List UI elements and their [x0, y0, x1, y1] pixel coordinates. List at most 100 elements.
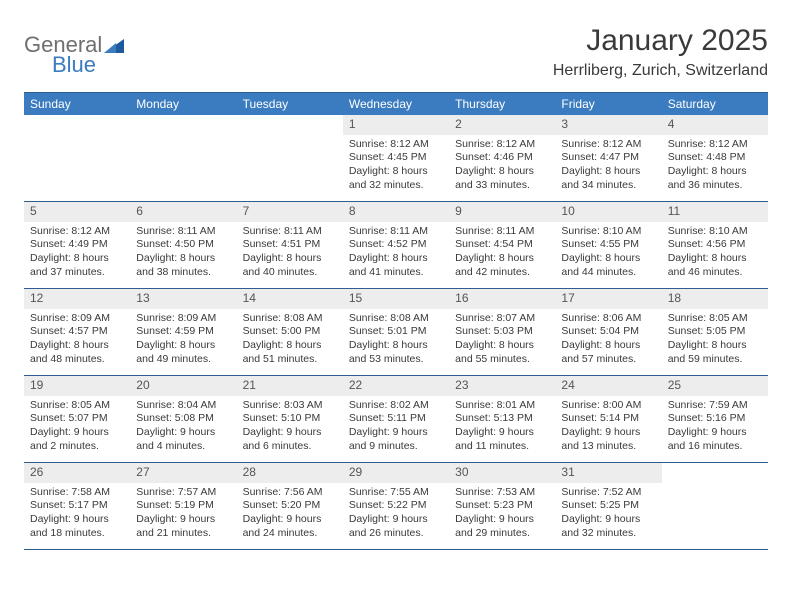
daylight-line: Daylight: 8 hours and 33 minutes.	[455, 165, 549, 192]
sunset-line: Sunset: 4:54 PM	[455, 238, 549, 252]
daylight-line: Daylight: 9 hours and 9 minutes.	[349, 426, 443, 453]
page-title: January 2025	[553, 24, 768, 58]
calendar-day-cell	[24, 115, 130, 201]
brand-mark-icon	[104, 37, 124, 58]
day-details: Sunrise: 8:00 AMSunset: 5:14 PMDaylight:…	[555, 396, 661, 458]
brand-logo: General Blue	[24, 24, 124, 78]
calendar-day-cell	[130, 115, 236, 201]
day-details: Sunrise: 7:57 AMSunset: 5:19 PMDaylight:…	[130, 483, 236, 545]
sunrise-line: Sunrise: 7:56 AM	[243, 486, 337, 500]
calendar-day-cell: 23Sunrise: 8:01 AMSunset: 5:13 PMDayligh…	[449, 376, 555, 462]
header: General Blue January 2025 Herrliberg, Zu…	[24, 24, 768, 80]
sunrise-line: Sunrise: 8:12 AM	[30, 225, 124, 239]
sunrise-line: Sunrise: 8:07 AM	[455, 312, 549, 326]
sunrise-line: Sunrise: 8:12 AM	[561, 138, 655, 152]
day-details: Sunrise: 8:07 AMSunset: 5:03 PMDaylight:…	[449, 309, 555, 371]
daylight-line: Daylight: 8 hours and 36 minutes.	[668, 165, 762, 192]
day-number: 4	[662, 115, 768, 135]
calendar-day-cell: 9Sunrise: 8:11 AMSunset: 4:54 PMDaylight…	[449, 202, 555, 288]
sunset-line: Sunset: 5:10 PM	[243, 412, 337, 426]
sunrise-line: Sunrise: 7:53 AM	[455, 486, 549, 500]
day-number: 21	[237, 376, 343, 396]
weekday-header-row: Sunday Monday Tuesday Wednesday Thursday…	[24, 93, 768, 115]
calendar-day-cell: 29Sunrise: 7:55 AMSunset: 5:22 PMDayligh…	[343, 463, 449, 549]
daylight-line: Daylight: 9 hours and 29 minutes.	[455, 513, 549, 540]
calendar-week-row: 12Sunrise: 8:09 AMSunset: 4:57 PMDayligh…	[24, 289, 768, 376]
day-details: Sunrise: 8:11 AMSunset: 4:50 PMDaylight:…	[130, 222, 236, 284]
sunrise-line: Sunrise: 8:05 AM	[668, 312, 762, 326]
day-number: 13	[130, 289, 236, 309]
calendar-day-cell: 1Sunrise: 8:12 AMSunset: 4:45 PMDaylight…	[343, 115, 449, 201]
day-number: 12	[24, 289, 130, 309]
daylight-line: Daylight: 8 hours and 37 minutes.	[30, 252, 124, 279]
sunset-line: Sunset: 5:01 PM	[349, 325, 443, 339]
sunset-line: Sunset: 4:59 PM	[136, 325, 230, 339]
daylight-line: Daylight: 9 hours and 18 minutes.	[30, 513, 124, 540]
day-details: Sunrise: 7:52 AMSunset: 5:25 PMDaylight:…	[555, 483, 661, 545]
calendar-day-cell: 28Sunrise: 7:56 AMSunset: 5:20 PMDayligh…	[237, 463, 343, 549]
sunset-line: Sunset: 4:47 PM	[561, 151, 655, 165]
daylight-line: Daylight: 8 hours and 42 minutes.	[455, 252, 549, 279]
day-number: 6	[130, 202, 236, 222]
calendar-day-cell: 6Sunrise: 8:11 AMSunset: 4:50 PMDaylight…	[130, 202, 236, 288]
location-text: Herrliberg, Zurich, Switzerland	[553, 62, 768, 80]
daylight-line: Daylight: 8 hours and 59 minutes.	[668, 339, 762, 366]
calendar-day-cell: 22Sunrise: 8:02 AMSunset: 5:11 PMDayligh…	[343, 376, 449, 462]
daylight-line: Daylight: 8 hours and 57 minutes.	[561, 339, 655, 366]
calendar-day-cell: 15Sunrise: 8:08 AMSunset: 5:01 PMDayligh…	[343, 289, 449, 375]
day-details: Sunrise: 7:59 AMSunset: 5:16 PMDaylight:…	[662, 396, 768, 458]
sunrise-line: Sunrise: 8:01 AM	[455, 399, 549, 413]
sunrise-line: Sunrise: 8:08 AM	[243, 312, 337, 326]
day-details: Sunrise: 7:56 AMSunset: 5:20 PMDaylight:…	[237, 483, 343, 545]
calendar-day-cell: 27Sunrise: 7:57 AMSunset: 5:19 PMDayligh…	[130, 463, 236, 549]
day-number: 20	[130, 376, 236, 396]
calendar-day-cell: 16Sunrise: 8:07 AMSunset: 5:03 PMDayligh…	[449, 289, 555, 375]
day-number: 29	[343, 463, 449, 483]
calendar-day-cell: 21Sunrise: 8:03 AMSunset: 5:10 PMDayligh…	[237, 376, 343, 462]
sunset-line: Sunset: 5:13 PM	[455, 412, 549, 426]
day-number: 23	[449, 376, 555, 396]
day-number: 31	[555, 463, 661, 483]
day-number: 9	[449, 202, 555, 222]
day-details: Sunrise: 8:11 AMSunset: 4:51 PMDaylight:…	[237, 222, 343, 284]
sunset-line: Sunset: 5:08 PM	[136, 412, 230, 426]
day-number: 16	[449, 289, 555, 309]
sunset-line: Sunset: 4:50 PM	[136, 238, 230, 252]
sunset-line: Sunset: 5:16 PM	[668, 412, 762, 426]
daylight-line: Daylight: 8 hours and 51 minutes.	[243, 339, 337, 366]
calendar-week-row: 26Sunrise: 7:58 AMSunset: 5:17 PMDayligh…	[24, 463, 768, 550]
sunset-line: Sunset: 4:51 PM	[243, 238, 337, 252]
sunrise-line: Sunrise: 7:57 AM	[136, 486, 230, 500]
daylight-line: Daylight: 9 hours and 6 minutes.	[243, 426, 337, 453]
sunrise-line: Sunrise: 8:00 AM	[561, 399, 655, 413]
day-number: 7	[237, 202, 343, 222]
day-number: 24	[555, 376, 661, 396]
sunset-line: Sunset: 5:05 PM	[668, 325, 762, 339]
weekday-header: Tuesday	[237, 93, 343, 115]
day-number: 17	[555, 289, 661, 309]
title-block: January 2025 Herrliberg, Zurich, Switzer…	[553, 24, 768, 80]
sunset-line: Sunset: 5:17 PM	[30, 499, 124, 513]
daylight-line: Daylight: 9 hours and 16 minutes.	[668, 426, 762, 453]
calendar-day-cell: 7Sunrise: 8:11 AMSunset: 4:51 PMDaylight…	[237, 202, 343, 288]
sunset-line: Sunset: 5:23 PM	[455, 499, 549, 513]
day-number: 30	[449, 463, 555, 483]
daylight-line: Daylight: 9 hours and 11 minutes.	[455, 426, 549, 453]
day-number: 11	[662, 202, 768, 222]
day-number: 10	[555, 202, 661, 222]
day-number: 22	[343, 376, 449, 396]
calendar-day-cell: 12Sunrise: 8:09 AMSunset: 4:57 PMDayligh…	[24, 289, 130, 375]
day-details: Sunrise: 8:11 AMSunset: 4:54 PMDaylight:…	[449, 222, 555, 284]
sunset-line: Sunset: 4:56 PM	[668, 238, 762, 252]
day-details: Sunrise: 8:12 AMSunset: 4:48 PMDaylight:…	[662, 135, 768, 197]
brand-text-2: Blue	[52, 52, 96, 78]
sunset-line: Sunset: 5:22 PM	[349, 499, 443, 513]
day-details: Sunrise: 7:53 AMSunset: 5:23 PMDaylight:…	[449, 483, 555, 545]
daylight-line: Daylight: 9 hours and 24 minutes.	[243, 513, 337, 540]
sunrise-line: Sunrise: 8:02 AM	[349, 399, 443, 413]
daylight-line: Daylight: 9 hours and 32 minutes.	[561, 513, 655, 540]
daylight-line: Daylight: 8 hours and 53 minutes.	[349, 339, 443, 366]
calendar-day-cell: 8Sunrise: 8:11 AMSunset: 4:52 PMDaylight…	[343, 202, 449, 288]
day-details: Sunrise: 8:01 AMSunset: 5:13 PMDaylight:…	[449, 396, 555, 458]
sunrise-line: Sunrise: 8:04 AM	[136, 399, 230, 413]
